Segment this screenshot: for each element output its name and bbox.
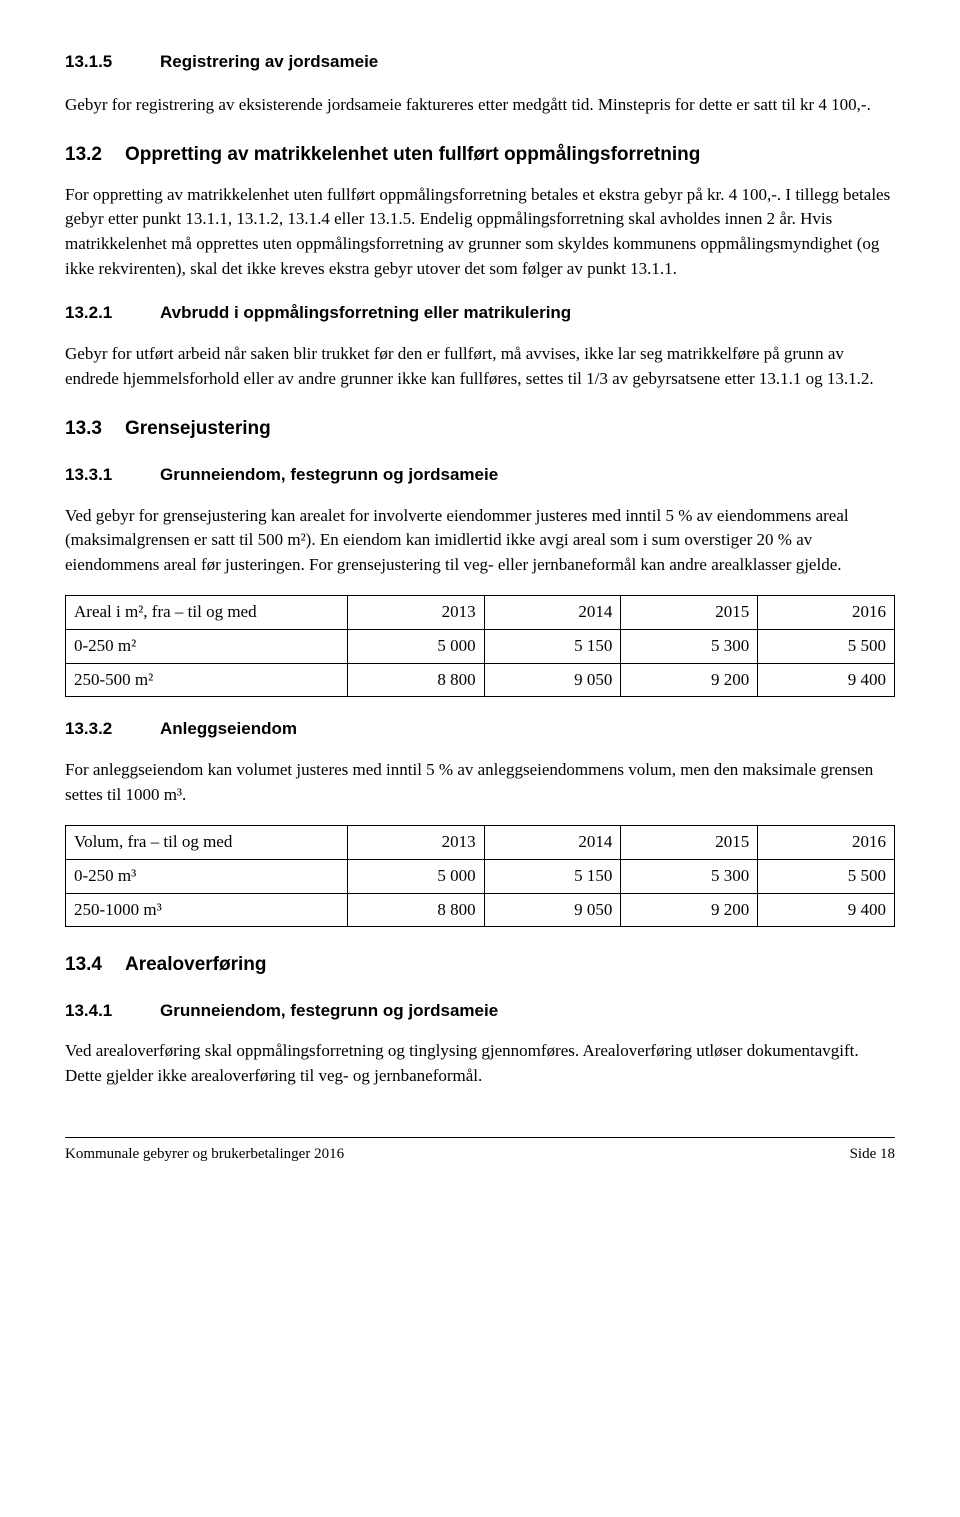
table-cell: 0-250 m³ — [66, 859, 348, 893]
table-cell: 5 500 — [758, 859, 895, 893]
heading-13-3: 13.3Grensejustering — [65, 415, 895, 443]
page-footer: Kommunale gebyrer og brukerbetalinger 20… — [65, 1137, 895, 1166]
paragraph: Ved gebyr for grensejustering kan areale… — [65, 504, 895, 578]
table-row: 250-500 m² 8 800 9 050 9 200 9 400 — [66, 663, 895, 697]
table-cell: 8 800 — [347, 663, 484, 697]
table-row: 250-1000 m³ 8 800 9 050 9 200 9 400 — [66, 893, 895, 927]
table-header-cell: 2015 — [621, 826, 758, 860]
heading-number: 13.3 — [65, 415, 125, 443]
paragraph: Gebyr for utført arbeid når saken blir t… — [65, 342, 895, 391]
table-row: 0-250 m² 5 000 5 150 5 300 5 500 — [66, 630, 895, 664]
heading-title: Registrering av jordsameie — [160, 52, 378, 71]
table-cell: 9 400 — [758, 663, 895, 697]
table-header-cell: 2014 — [484, 596, 621, 630]
table-cell: 5 150 — [484, 859, 621, 893]
table-header-row: Volum, fra – til og med 2013 2014 2015 2… — [66, 826, 895, 860]
heading-title: Oppretting av matrikkelenhet uten fullfø… — [125, 144, 700, 165]
table-cell: 8 800 — [347, 893, 484, 927]
table-cell: 5 150 — [484, 630, 621, 664]
heading-title: Anleggseiendom — [160, 719, 297, 738]
table-cell: 9 050 — [484, 893, 621, 927]
table-header-row: Areal i m², fra – til og med 2013 2014 2… — [66, 596, 895, 630]
table-cell: 9 200 — [621, 893, 758, 927]
footer-page-number: Side 18 — [850, 1144, 895, 1166]
table-cell: 0-250 m² — [66, 630, 348, 664]
heading-number: 13.1.5 — [65, 50, 160, 75]
paragraph: For anleggseiendom kan volumet justeres … — [65, 758, 895, 807]
heading-title: Grunneiendom, festegrunn og jordsameie — [160, 1001, 498, 1020]
table-header-cell: Areal i m², fra – til og med — [66, 596, 348, 630]
heading-number: 13.3.1 — [65, 463, 160, 488]
table-header-cell: 2016 — [758, 596, 895, 630]
table-cell: 250-1000 m³ — [66, 893, 348, 927]
table-cell: 9 200 — [621, 663, 758, 697]
footer-title: Kommunale gebyrer og brukerbetalinger 20… — [65, 1144, 344, 1166]
table-header-cell: 2013 — [347, 596, 484, 630]
paragraph: For oppretting av matrikkelenhet uten fu… — [65, 183, 895, 282]
heading-title: Avbrudd i oppmålingsforretning eller mat… — [160, 303, 571, 322]
table-cell: 5 500 — [758, 630, 895, 664]
table-header-cell: 2013 — [347, 826, 484, 860]
table-cell: 5 300 — [621, 630, 758, 664]
heading-number: 13.2 — [65, 141, 125, 169]
paragraph: Gebyr for registrering av eksisterende j… — [65, 93, 895, 118]
table-cell: 5 000 — [347, 630, 484, 664]
heading-number: 13.2.1 — [65, 301, 160, 326]
table-header-cell: 2016 — [758, 826, 895, 860]
heading-number: 13.4 — [65, 951, 125, 979]
heading-13-1-5: 13.1.5Registrering av jordsameie — [65, 50, 895, 75]
heading-13-3-2: 13.3.2Anleggseiendom — [65, 717, 895, 742]
heading-title: Grunneiendom, festegrunn og jordsameie — [160, 465, 498, 484]
table-cell: 250-500 m² — [66, 663, 348, 697]
table-cell: 9 400 — [758, 893, 895, 927]
heading-title: Grensejustering — [125, 418, 271, 439]
heading-number: 13.4.1 — [65, 999, 160, 1024]
heading-13-4-1: 13.4.1Grunneiendom, festegrunn og jordsa… — [65, 999, 895, 1024]
volume-fee-table: Volum, fra – til og med 2013 2014 2015 2… — [65, 825, 895, 927]
area-fee-table: Areal i m², fra – til og med 2013 2014 2… — [65, 595, 895, 697]
table-row: 0-250 m³ 5 000 5 150 5 300 5 500 — [66, 859, 895, 893]
table-header-cell: 2015 — [621, 596, 758, 630]
paragraph: Ved arealoverføring skal oppmålingsforre… — [65, 1039, 895, 1088]
table-cell: 5 000 — [347, 859, 484, 893]
table-header-cell: Volum, fra – til og med — [66, 826, 348, 860]
table-cell: 5 300 — [621, 859, 758, 893]
heading-13-4: 13.4Arealoverføring — [65, 951, 895, 979]
heading-13-2-1: 13.2.1Avbrudd i oppmålingsforretning ell… — [65, 301, 895, 326]
table-cell: 9 050 — [484, 663, 621, 697]
heading-13-2: 13.2Oppretting av matrikkelenhet uten fu… — [65, 141, 895, 169]
heading-13-3-1: 13.3.1Grunneiendom, festegrunn og jordsa… — [65, 463, 895, 488]
heading-title: Arealoverføring — [125, 954, 266, 975]
table-header-cell: 2014 — [484, 826, 621, 860]
heading-number: 13.3.2 — [65, 717, 160, 742]
